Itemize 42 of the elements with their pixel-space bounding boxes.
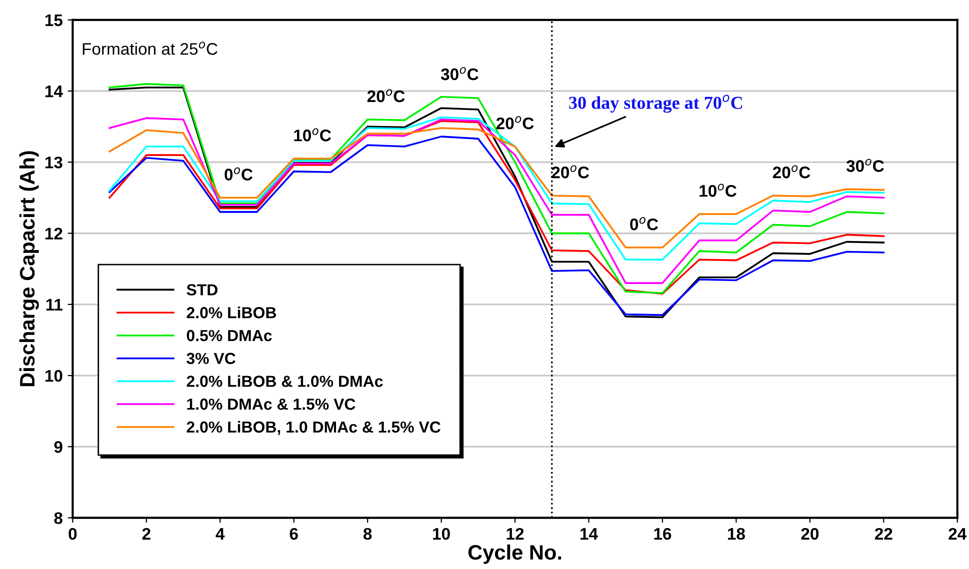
annotation: 20$^{o}$C bbox=[496, 116, 534, 130]
legend-label: STD bbox=[186, 284, 218, 296]
y-tick-label: 9 bbox=[54, 441, 62, 453]
legend-label: 0.5% DMAc bbox=[186, 330, 272, 342]
annotation: 10$^{o}$C bbox=[294, 128, 331, 142]
legend-label: 2.0% LiBOB, 1.0 DMAc & 1.5% VC bbox=[186, 420, 441, 436]
annotation: 20$^{o}$C bbox=[772, 165, 810, 178]
legend-label: 3% VC bbox=[186, 352, 236, 364]
y-tick-label: 13 bbox=[45, 156, 62, 168]
annotation: 20$^{o}$C bbox=[552, 165, 590, 178]
y-tick-label: 12 bbox=[45, 228, 62, 240]
legend-label: 1.0% DMAc & 1.5% VC bbox=[187, 398, 356, 410]
legend-label: 2.0% LiBOB & 1.0% DMAc bbox=[186, 375, 383, 387]
x-tick-label: 2 bbox=[142, 528, 150, 540]
annotation: 30$^{o}$C bbox=[440, 67, 478, 80]
x-tick-label: 18 bbox=[728, 528, 745, 540]
x-tick-label: 6 bbox=[290, 528, 298, 540]
annotation: Formation at 25$^{o}$C bbox=[82, 42, 218, 55]
x-tick-label: 10 bbox=[433, 528, 450, 540]
y-tick-label: 8 bbox=[54, 512, 62, 524]
x-tick-label: 4 bbox=[216, 528, 225, 540]
x-axis-title: Cycle No. bbox=[468, 544, 562, 564]
annotation: 0$^{o}$C bbox=[630, 217, 658, 230]
legend-label: 2.0% LiBOB bbox=[186, 306, 276, 318]
annotation: 20$^{o}$C bbox=[367, 89, 405, 102]
x-tick-label: 16 bbox=[654, 528, 672, 540]
y-tick-label: 14 bbox=[45, 86, 63, 98]
x-tick-label: 14 bbox=[580, 528, 598, 540]
y-tick-label: 10 bbox=[45, 370, 62, 382]
x-tick-label: 20 bbox=[801, 528, 819, 540]
annotation: 30 day storage at 70$^{o}$C bbox=[569, 94, 742, 113]
x-tick-label: 22 bbox=[874, 528, 892, 540]
x-tick-label: 0 bbox=[68, 528, 77, 540]
y-tick-label: 11 bbox=[46, 298, 62, 310]
annotation: 10$^{o}$C bbox=[700, 184, 736, 197]
annotation: 0$^{o}$C bbox=[224, 167, 253, 180]
x-tick-label: 8 bbox=[363, 528, 372, 540]
x-tick-label: 12 bbox=[506, 528, 524, 540]
annotation: 30$^{o}$C bbox=[846, 158, 884, 172]
y-tick-label: 15 bbox=[45, 14, 62, 26]
y-axis-title: Discharge Capacirt (Ah) bbox=[19, 151, 39, 386]
x-tick-label: 24 bbox=[948, 528, 967, 540]
